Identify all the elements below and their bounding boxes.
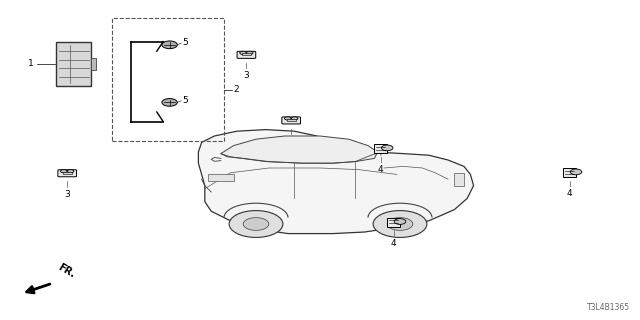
Text: 3: 3: [244, 71, 249, 80]
Bar: [242, 53, 251, 55]
Text: 4: 4: [391, 239, 396, 248]
Polygon shape: [198, 130, 474, 234]
Polygon shape: [221, 136, 378, 163]
Bar: [63, 172, 72, 174]
Bar: [454, 173, 464, 186]
Text: 4: 4: [378, 165, 383, 174]
Circle shape: [381, 145, 393, 151]
Text: 3: 3: [65, 190, 70, 199]
Text: 5: 5: [182, 96, 188, 105]
Text: FR.: FR.: [56, 262, 76, 279]
Circle shape: [67, 170, 74, 173]
FancyBboxPatch shape: [237, 51, 256, 58]
Circle shape: [229, 211, 283, 237]
Bar: [374, 144, 387, 153]
Text: 1: 1: [28, 60, 34, 68]
Circle shape: [61, 170, 67, 173]
Circle shape: [162, 99, 177, 106]
Bar: [112, 18, 224, 141]
Bar: [563, 168, 576, 177]
Circle shape: [291, 117, 298, 120]
Circle shape: [394, 219, 406, 224]
Text: 5: 5: [182, 38, 188, 47]
Text: 3: 3: [289, 137, 294, 146]
Bar: [287, 119, 296, 121]
FancyBboxPatch shape: [282, 117, 301, 124]
Circle shape: [246, 51, 253, 54]
Bar: [92, 58, 97, 70]
Bar: [208, 174, 234, 181]
Circle shape: [570, 169, 582, 175]
Circle shape: [285, 117, 291, 120]
Text: 2: 2: [234, 85, 239, 94]
FancyBboxPatch shape: [58, 170, 77, 177]
Text: T3L4B1365: T3L4B1365: [588, 303, 630, 312]
Text: 4: 4: [567, 189, 572, 198]
Bar: [387, 218, 400, 227]
Bar: [56, 42, 92, 86]
Circle shape: [243, 218, 269, 230]
Circle shape: [162, 41, 177, 49]
Circle shape: [240, 51, 246, 54]
Circle shape: [387, 218, 413, 230]
Circle shape: [373, 211, 427, 237]
